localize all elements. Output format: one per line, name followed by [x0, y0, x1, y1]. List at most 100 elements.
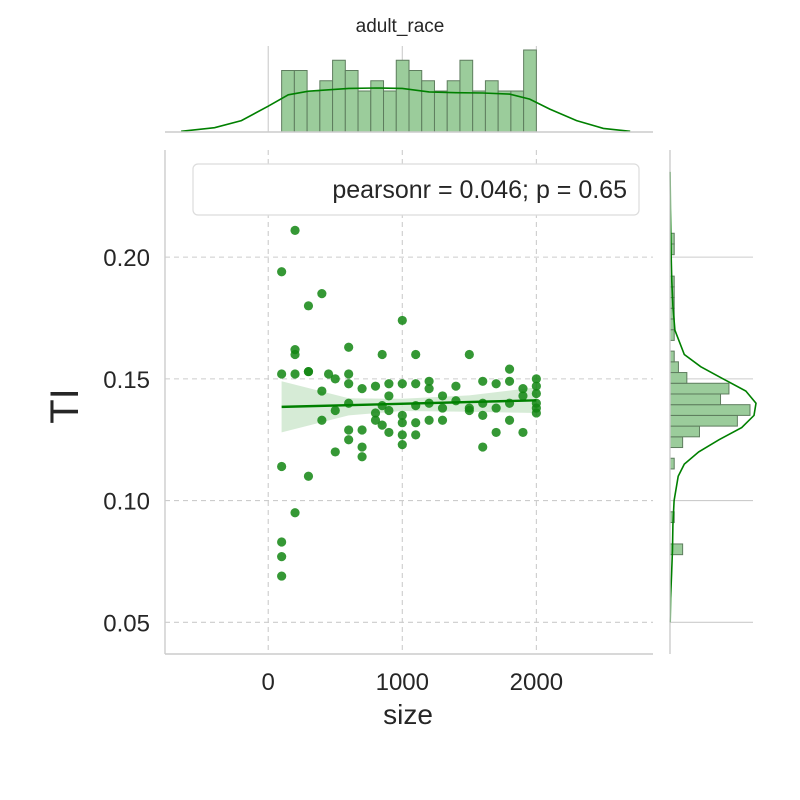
scatter-point — [518, 391, 528, 401]
scatter-point — [330, 405, 340, 416]
scatter-point — [277, 369, 287, 379]
x-hist-bar — [408, 70, 423, 133]
x-hist-bar — [433, 90, 448, 133]
x-tick-label: 0 — [262, 669, 275, 696]
marginal-y-panel — [669, 150, 757, 654]
scatter-point — [277, 267, 287, 277]
scatter-point — [357, 384, 367, 394]
y-tick-label: 0.05 — [103, 610, 150, 637]
scatter-point — [491, 427, 501, 438]
y-tick-label: 0.10 — [103, 489, 150, 516]
scatter-point — [290, 349, 300, 360]
scatter-point — [370, 381, 381, 391]
regression-line — [281, 399, 537, 409]
x-hist-bar — [421, 80, 435, 133]
x-hist-bar — [523, 49, 537, 133]
scatter-point — [317, 386, 327, 396]
y-hist-bar — [669, 393, 722, 406]
scatter-point — [478, 410, 488, 420]
scatter-point — [504, 415, 515, 425]
scatter-point — [357, 442, 367, 452]
scatter-point — [464, 405, 474, 416]
scatter-point — [397, 430, 407, 440]
y-axis-title: TI — [43, 388, 87, 424]
x-hist-bar — [383, 90, 397, 133]
y-kde-curve — [669, 171, 757, 623]
scatter-point — [384, 427, 394, 438]
marginal-x-panel — [165, 46, 653, 133]
scatter-point — [437, 403, 448, 413]
y-hist-bar — [669, 372, 688, 384]
scatter-point — [303, 366, 314, 377]
x-kde-curve — [181, 87, 631, 133]
scatter-point — [518, 384, 528, 394]
scatter-point — [411, 430, 421, 440]
scatter-point — [344, 342, 354, 352]
scatter-point — [357, 425, 367, 435]
legend: pearsonr = 0.046; p = 0.65 — [192, 163, 640, 216]
scatter-point — [277, 571, 287, 581]
scatter-point — [504, 376, 515, 386]
scatter-point — [317, 289, 327, 299]
scatter-point — [290, 225, 300, 235]
x-hist-bar — [344, 70, 359, 133]
x-hist-bar — [395, 59, 410, 133]
scatter-point — [397, 418, 407, 428]
scatter-point — [344, 398, 354, 408]
scatter-point — [290, 369, 300, 379]
x-hist-bar — [281, 70, 295, 133]
scatter-point — [344, 425, 354, 435]
scatter-point — [478, 442, 488, 452]
scatter-point — [277, 537, 287, 547]
regression-confidence-band — [281, 381, 537, 433]
scatter-point — [384, 391, 394, 401]
scatter-point — [384, 379, 394, 389]
scatter-point — [411, 418, 421, 428]
scatter-point — [323, 369, 334, 379]
scatter-point — [411, 379, 421, 389]
scatter-point — [451, 381, 461, 391]
scatter-point — [370, 415, 381, 425]
y-hist-bar — [669, 436, 684, 449]
scatter-point — [377, 420, 387, 430]
scatter-point — [491, 403, 501, 413]
x-tick-label: 1000 — [376, 669, 429, 696]
scatter-point — [397, 379, 407, 389]
scatter-point — [491, 379, 501, 389]
y-hist-bar — [669, 361, 679, 374]
scatter-point — [344, 369, 354, 379]
x-hist-bar — [332, 59, 346, 133]
scatter-point — [504, 364, 515, 374]
legend-text: pearsonr = 0.046; p = 0.65 — [332, 176, 627, 204]
scatter-panel: 0 1000 2000 0.05 0.10 0.15 0.20 — [103, 150, 653, 696]
scatter-point — [344, 379, 354, 389]
y-hist-bar — [669, 414, 738, 427]
scatter-point — [518, 427, 528, 438]
scatter-point — [478, 376, 488, 386]
x-hist-bar — [357, 90, 372, 133]
legend-box — [192, 163, 640, 216]
scatter-point — [464, 349, 474, 360]
x-hist-bar — [319, 80, 334, 133]
scatter-point — [397, 315, 407, 326]
x-hist-bar — [484, 80, 499, 133]
x-hist-bar — [459, 59, 474, 133]
scatter-point — [531, 408, 541, 418]
x-hist-bar — [306, 90, 321, 133]
y-hist-bar — [669, 404, 751, 416]
y-hist-bar — [669, 425, 700, 438]
chart-title: adult_race — [356, 16, 445, 37]
scatter-point — [424, 384, 434, 394]
x-hist-bar — [472, 90, 486, 133]
scatter-point — [330, 447, 340, 457]
scatter-point — [344, 435, 354, 445]
scatter-point — [397, 440, 407, 450]
scatter-point — [531, 374, 541, 384]
scatter-point — [411, 349, 421, 360]
scatter-point — [424, 415, 434, 425]
scatter-point — [437, 415, 448, 425]
y-tick-label: 0.20 — [103, 245, 150, 272]
x-axis-title: size — [383, 699, 433, 730]
scatter-point — [330, 374, 340, 384]
